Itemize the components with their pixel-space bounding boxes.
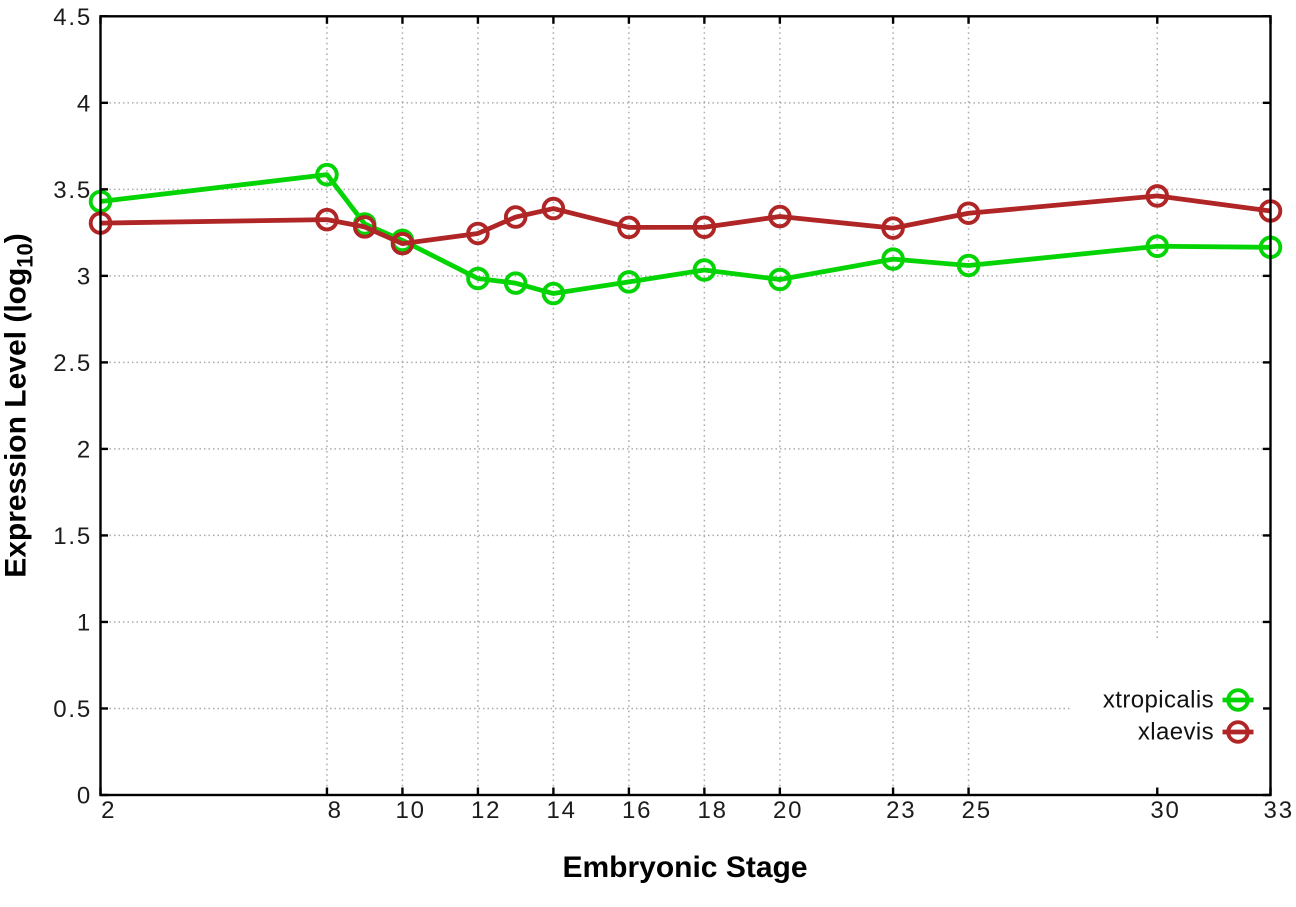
svg-text:4: 4: [77, 90, 92, 117]
svg-text:12: 12: [471, 797, 501, 824]
svg-text:2.5: 2.5: [53, 350, 92, 377]
svg-text:20: 20: [773, 797, 803, 824]
svg-text:23: 23: [886, 797, 916, 824]
svg-text:14: 14: [546, 797, 576, 824]
svg-text:25: 25: [962, 797, 992, 824]
svg-text:3: 3: [77, 264, 92, 291]
svg-text:1: 1: [77, 610, 92, 637]
svg-text:xtropicalis: xtropicalis: [1103, 687, 1214, 714]
svg-text:Expression Level (log10): Expression Level (log10): [0, 233, 38, 578]
svg-text:0.5: 0.5: [53, 696, 92, 723]
svg-text:3.5: 3.5: [53, 177, 92, 204]
svg-text:33: 33: [1264, 797, 1294, 824]
svg-text:2: 2: [77, 437, 92, 464]
svg-text:18: 18: [697, 797, 727, 824]
svg-text:8: 8: [328, 797, 343, 824]
svg-text:0: 0: [77, 783, 92, 810]
svg-text:Embryonic Stage: Embryonic Stage: [562, 851, 807, 884]
svg-text:xlaevis: xlaevis: [1138, 719, 1214, 746]
svg-text:10: 10: [395, 797, 425, 824]
svg-text:30: 30: [1150, 797, 1180, 824]
svg-text:2: 2: [101, 797, 116, 824]
svg-text:1.5: 1.5: [53, 523, 92, 550]
svg-text:16: 16: [622, 797, 652, 824]
svg-text:4.5: 4.5: [53, 4, 92, 31]
